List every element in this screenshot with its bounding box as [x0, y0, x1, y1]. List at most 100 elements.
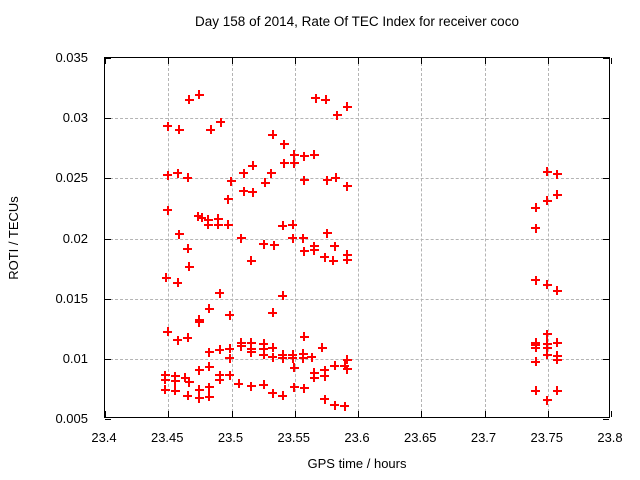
y-gridline: [105, 238, 609, 240]
x-gridline: [168, 58, 170, 417]
data-point: [542, 329, 552, 339]
data-point: [332, 110, 342, 120]
data-point: [204, 304, 214, 314]
data-point: [213, 220, 223, 230]
data-point: [215, 370, 225, 380]
data-point: [174, 125, 184, 135]
data-point: [542, 280, 552, 290]
y-tick-mark: [105, 238, 111, 240]
y-tick-mark: [603, 419, 609, 420]
data-point: [322, 175, 332, 185]
data-point: [298, 233, 308, 243]
data-point: [542, 395, 552, 405]
data-point: [320, 371, 330, 381]
data-point: [246, 256, 256, 266]
data-point: [298, 353, 308, 363]
y-gridline: [105, 298, 609, 300]
data-point: [184, 377, 194, 387]
data-point: [259, 344, 269, 354]
data-point: [542, 343, 552, 352]
data-point: [330, 361, 340, 371]
data-point: [278, 391, 288, 401]
data-point: [309, 150, 319, 160]
x-tick-label: 23.65: [403, 430, 437, 445]
y-tick-label: 0.005: [55, 411, 88, 426]
data-point: [299, 246, 309, 256]
data-point: [309, 245, 319, 255]
data-point: [183, 244, 193, 254]
data-point: [239, 186, 249, 196]
data-point: [531, 343, 541, 352]
y-gridline: [105, 178, 609, 180]
x-gridline: [358, 58, 359, 417]
y-tick-mark: [603, 358, 609, 360]
x-gridline: [421, 58, 423, 417]
data-point: [194, 365, 204, 375]
x-tick-mark: [105, 411, 106, 417]
data-point: [320, 394, 330, 404]
data-point: [342, 355, 352, 365]
data-point: [163, 121, 173, 131]
data-point: [260, 178, 270, 188]
data-point: [206, 125, 216, 135]
data-point: [193, 211, 203, 221]
data-point: [531, 223, 541, 233]
data-point: [289, 158, 299, 168]
data-point: [239, 168, 249, 178]
data-point: [225, 370, 235, 380]
x-tick-mark: [358, 58, 359, 64]
data-point: [320, 365, 330, 375]
data-point: [342, 181, 352, 191]
y-tick-mark: [105, 419, 111, 420]
x-tick-mark: [358, 411, 359, 417]
data-point: [223, 194, 233, 204]
data-point: [299, 332, 309, 342]
data-point: [194, 393, 204, 403]
data-point: [320, 252, 330, 262]
data-point: [330, 241, 340, 251]
data-point: [259, 239, 269, 249]
data-point: [204, 392, 214, 402]
x-tick-label: 23.7: [470, 430, 497, 445]
x-tick-label: 23.8: [597, 430, 623, 445]
x-tick-mark: [547, 411, 549, 417]
x-tick-mark: [547, 58, 549, 64]
data-point: [173, 168, 183, 178]
x-tick-mark: [484, 411, 486, 417]
data-point: [299, 175, 309, 185]
data-point: [163, 205, 173, 215]
x-gridline: [484, 58, 486, 417]
data-point: [342, 250, 352, 260]
data-point: [531, 203, 541, 213]
data-point: [311, 93, 321, 103]
data-point: [266, 168, 276, 178]
y-tick-mark: [105, 118, 111, 120]
y-tick-mark: [603, 58, 609, 59]
data-point: [160, 385, 170, 395]
data-point: [259, 350, 269, 360]
data-point: [215, 345, 225, 355]
data-point: [552, 338, 562, 348]
data-point: [542, 196, 552, 206]
data-point: [163, 170, 173, 180]
data-point: [278, 221, 288, 231]
x-tick-label: 23.75: [530, 430, 564, 445]
data-point: [328, 256, 338, 266]
data-point: [194, 317, 204, 327]
data-point: [248, 187, 257, 197]
data-point: [236, 341, 246, 351]
y-tick-mark: [603, 178, 609, 180]
data-point: [307, 352, 317, 362]
data-point: [183, 391, 193, 401]
data-point: [288, 353, 298, 363]
data-point: [248, 161, 257, 171]
y-tick-label: 0.035: [55, 50, 88, 65]
data-point: [269, 240, 279, 250]
data-point: [160, 370, 170, 380]
x-tick-mark: [421, 411, 423, 417]
x-tick-label: 23.6: [344, 430, 370, 445]
data-point: [163, 327, 173, 337]
data-point: [259, 339, 269, 349]
data-point: [170, 376, 180, 386]
data-point: [161, 273, 171, 283]
